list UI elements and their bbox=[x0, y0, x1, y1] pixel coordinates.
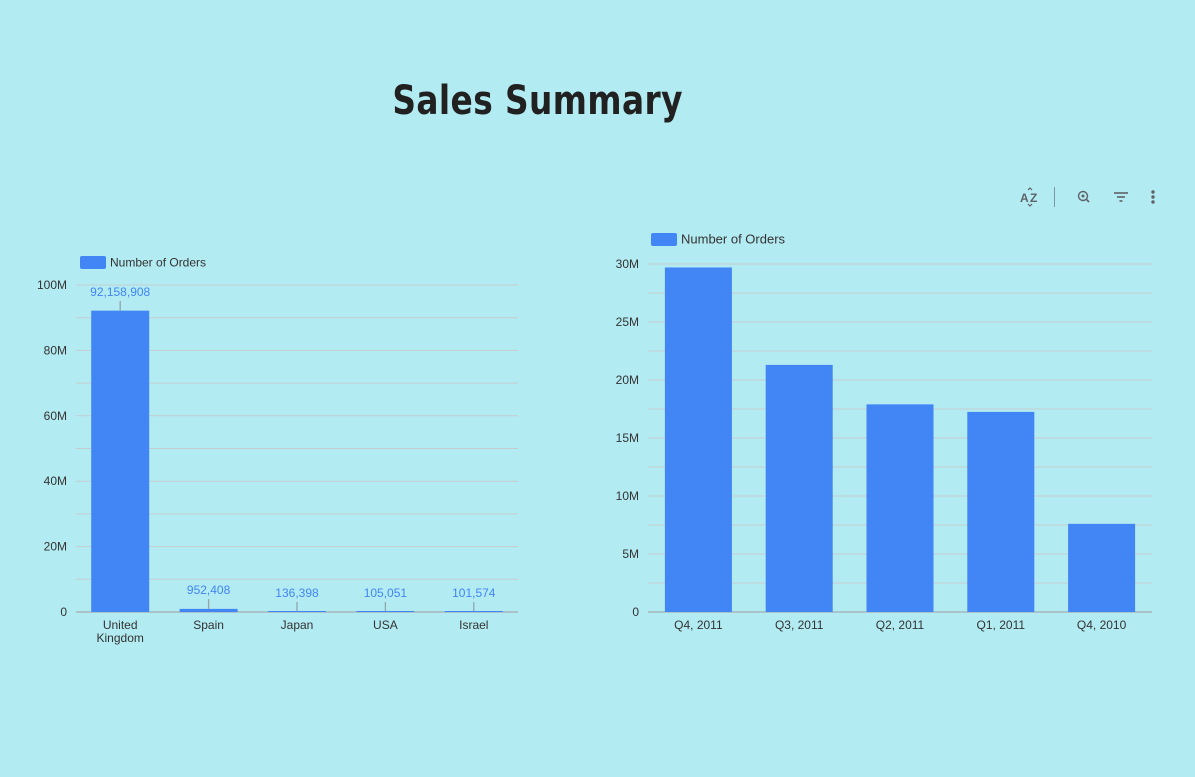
y-tick-label: 100M bbox=[37, 278, 67, 292]
svg-text:Z: Z bbox=[1030, 191, 1037, 205]
y-tick-label: 20M bbox=[44, 540, 67, 554]
x-tick-label: Q3, 2011 bbox=[775, 618, 824, 632]
legend-label: Number of Orders bbox=[681, 232, 786, 247]
country-orders-chart: Number of Orders 0 20M 40M 60M 80M 100M UnitedK… bbox=[37, 256, 518, 645]
data-label: 92,158,908 bbox=[90, 285, 150, 299]
bar bbox=[866, 404, 934, 612]
legend-swatch bbox=[651, 233, 677, 246]
svg-text:A: A bbox=[1020, 191, 1029, 205]
x-tick-label: Kingdom bbox=[97, 631, 144, 645]
toolbar-divider bbox=[1054, 187, 1055, 207]
bar bbox=[967, 411, 1035, 612]
quarter-orders-chart: Number of Orders 0 5M 10M 15M 20M 25M 30M Q4, 20… bbox=[616, 232, 1152, 632]
data-label: 105,051 bbox=[364, 586, 408, 600]
x-tick-label: Q1, 2011 bbox=[977, 618, 1026, 632]
bar bbox=[268, 611, 326, 612]
legend-swatch bbox=[80, 256, 106, 269]
x-tick-label: Q4, 2011 bbox=[674, 618, 723, 632]
x-tick-label: Japan bbox=[281, 618, 314, 632]
x-tick-label: Q2, 2011 bbox=[876, 618, 925, 632]
x-tick-label: United bbox=[103, 618, 138, 632]
more-options-button[interactable] bbox=[1140, 184, 1166, 210]
more-vert-icon bbox=[1151, 190, 1155, 204]
y-tick-label: 40M bbox=[44, 474, 67, 488]
y-tick-label: 15M bbox=[616, 431, 639, 445]
y-tick-label: 10M bbox=[616, 489, 639, 503]
zoom-icon bbox=[1077, 190, 1090, 203]
y-tick-label: 5M bbox=[622, 547, 639, 561]
sort-button[interactable]: A Z bbox=[1017, 184, 1043, 210]
zoom-button[interactable] bbox=[1071, 184, 1097, 210]
bar bbox=[1068, 523, 1136, 612]
bar bbox=[664, 267, 732, 612]
y-tick-label: 0 bbox=[60, 605, 67, 619]
y-tick-label: 60M bbox=[44, 409, 67, 423]
y-tick-label: 25M bbox=[616, 315, 639, 329]
x-tick-label: USA bbox=[373, 618, 398, 632]
page-title: Sales Summary bbox=[392, 78, 683, 124]
bar bbox=[765, 364, 833, 612]
y-tick-label: 20M bbox=[616, 373, 639, 387]
filter-icon bbox=[1114, 192, 1128, 202]
x-tick-label: Spain bbox=[193, 618, 224, 632]
filter-button[interactable] bbox=[1108, 184, 1134, 210]
legend-label: Number of Orders bbox=[110, 256, 206, 270]
data-label: 136,398 bbox=[275, 586, 319, 600]
y-tick-label: 0 bbox=[632, 605, 639, 619]
y-tick-label: 30M bbox=[616, 257, 639, 271]
bar bbox=[444, 611, 503, 612]
bar bbox=[91, 310, 150, 612]
y-tick-label: 80M bbox=[44, 343, 67, 357]
bar bbox=[179, 608, 238, 612]
x-tick-label: Israel bbox=[459, 618, 488, 632]
sort-az-icon: A Z bbox=[1020, 187, 1037, 207]
bar bbox=[356, 611, 415, 612]
data-label: 952,408 bbox=[187, 583, 231, 597]
x-tick-label: Q4, 2010 bbox=[1077, 618, 1127, 632]
data-label: 101,574 bbox=[452, 586, 496, 600]
